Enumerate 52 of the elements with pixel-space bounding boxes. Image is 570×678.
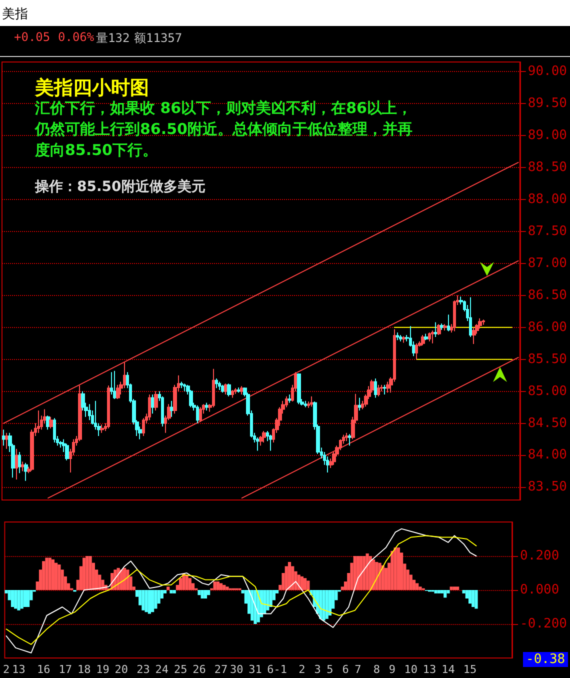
x-tick-label: 31 [248, 663, 262, 676]
x-tick-label: 27 [214, 663, 228, 676]
y-tick-label: 85.50 [528, 352, 568, 367]
x-tick-label: 15 [463, 663, 477, 676]
x-tick-label: 30 [230, 663, 244, 676]
y-tick-label: 86.00 [528, 320, 568, 335]
x-tick-label: 13 [422, 663, 436, 676]
x-tick-label: 25 [174, 663, 188, 676]
x-tick-label: 14 [442, 663, 456, 676]
text: -0.38 [523, 652, 568, 667]
y-tick-label: 83.50 [528, 480, 568, 495]
x-tick-label: 19 [96, 663, 110, 676]
text: +0.05 [14, 30, 50, 44]
y-tick-label: 84.00 [528, 448, 568, 463]
x-tick-label: 5 [326, 663, 334, 676]
text: 美指四小时图 [35, 76, 149, 100]
x-tick-label: 18 [77, 663, 91, 676]
y-tick-label: 89.50 [528, 96, 568, 112]
y-tick-label: 86.50 [528, 288, 568, 303]
y-tick-label: 90.00 [528, 64, 568, 80]
text: 额11357 [134, 30, 182, 47]
x-tick-label: 16 [36, 663, 50, 676]
text: 量132 [96, 30, 130, 47]
y-tick-label: 84.50 [528, 416, 568, 431]
text: 汇价下行，如果收 86以下，则对美凶不利，在86以上，仍然可能上行到86.50附近。总体倾向于低位整理，并再度向85.50下行。 [35, 98, 414, 161]
text: 美指 [2, 6, 28, 23]
x-tick-label: 9 [388, 663, 396, 676]
x-tick-label: 26 [192, 663, 206, 676]
annotation: 操作：85.50附近做多美元 [35, 178, 206, 196]
x-tick-label: 23 [136, 663, 150, 676]
y-tick-label: 87.00 [528, 256, 568, 271]
y-tick-label: 0.000 [520, 582, 560, 598]
x-tick-label: 8 [373, 663, 380, 676]
x-tick-label: 24 [155, 663, 169, 676]
x-tick-label: 3 [314, 663, 321, 676]
text: 0.06% [58, 30, 94, 44]
x-tick-label: 10 [404, 663, 418, 676]
y-tick-label: -0.200 [520, 616, 568, 632]
y-tick-label: 87.50 [528, 224, 568, 239]
x-tick-label: 13 [12, 663, 26, 676]
x-tick-label: 6 [342, 663, 349, 676]
x-tick-label: 20 [114, 663, 128, 676]
x-tick-label: 2 [2, 663, 10, 676]
x-tick-label: 2 [298, 663, 306, 676]
y-tick-label: 88.50 [528, 160, 568, 176]
y-tick-label: 85.00 [528, 384, 568, 399]
x-tick-label: 7 [354, 663, 362, 676]
y-tick-label: 89.00 [528, 128, 568, 144]
x-tick-label: 6-1 [267, 663, 287, 676]
x-tick-label: 17 [58, 663, 72, 676]
y-tick-label: 88.00 [528, 192, 568, 207]
y-tick-label: 0.200 [520, 548, 560, 564]
